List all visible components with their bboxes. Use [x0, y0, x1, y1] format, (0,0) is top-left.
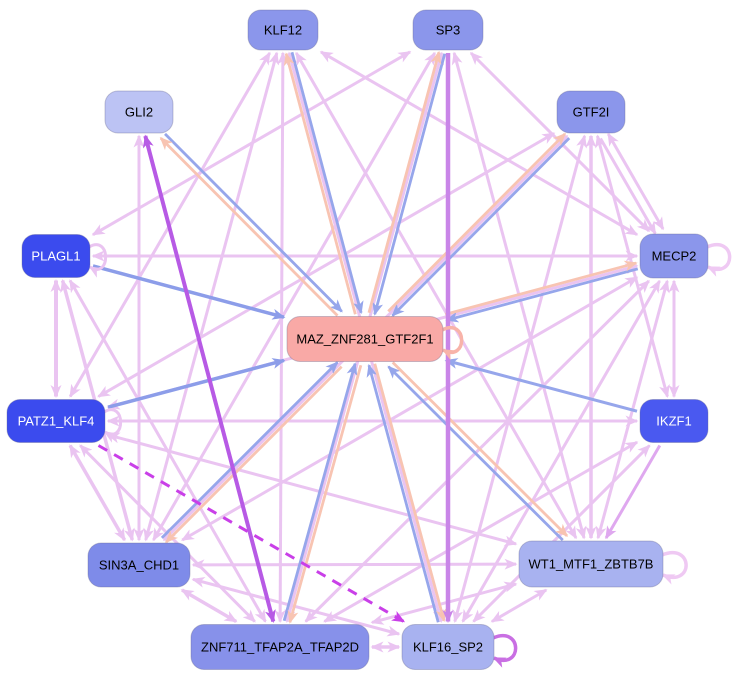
node-box-GLI2[interactable]: [104, 90, 174, 134]
node-GLI2[interactable]: GLI2: [104, 90, 174, 134]
edge-PATZ1_KLF4-KLF16_SP2: [97, 444, 406, 623]
self-loop-WT1: [661, 551, 688, 585]
node-label-ZNF711: ZNF711_TFAP2A_TFAP2D: [201, 640, 359, 655]
nodes-layer: KLF12 SP3 GLI2 GTF2I PLAGL1 MECP2 MAZ_ZNF281_G…: [6, 9, 709, 670]
node-IKZF1[interactable]: IKZF1: [639, 399, 709, 443]
node-label-MECP2: MECP2: [652, 249, 697, 264]
node-box-ZNF711[interactable]: [190, 624, 370, 670]
node-box-KLF16_SP2[interactable]: [401, 624, 495, 670]
node-MAZ[interactable]: MAZ_ZNF281_GTF2F1: [286, 316, 444, 362]
edge-PATZ1_KLF4-MAZ: [107, 358, 286, 409]
node-SP3[interactable]: SP3: [412, 9, 484, 51]
edge-SP3-MAZ: [372, 53, 447, 316]
edge-KLF16_SP2-IKZF1: [472, 444, 651, 623]
self-loops-layer: [88, 243, 732, 668]
self-loop-MAZ: [441, 326, 464, 361]
node-box-MAZ[interactable]: [286, 316, 444, 362]
edge-MAZ-MECP2: [444, 260, 638, 316]
node-MECP2[interactable]: MECP2: [639, 233, 709, 279]
edge-IKZF1-MAZ: [444, 358, 638, 413]
self-loop-PATZ1_KLF4: [103, 408, 123, 443]
node-SIN3A_CHD1[interactable]: SIN3A_CHD1: [87, 542, 191, 588]
node-label-SP3: SP3: [436, 23, 461, 38]
edge-GTF2I-MECP2: [606, 132, 665, 231]
edges-layer: [50, 50, 680, 653]
edge-MAZ-KLF12: [283, 52, 357, 315]
node-label-PLAGL1: PLAGL1: [31, 249, 80, 264]
edge-SIN3A_CHD1-SP3: [152, 51, 437, 542]
edge-MAZ-KLF16_SP2: [373, 363, 447, 623]
edge-MECP2-MAZ: [445, 267, 639, 323]
edge-GTF2I-MAZ: [391, 137, 571, 317]
edge-MAZ-GTF2I: [387, 132, 567, 313]
node-box-MECP2[interactable]: [639, 233, 709, 279]
edge-SIN3A_CHD1-MAZ: [160, 361, 339, 539]
edge-KLF16_SP2-WT1: [490, 588, 548, 623]
self-loop-KLF16_SP2: [492, 634, 518, 668]
node-GTF2I[interactable]: GTF2I: [556, 90, 626, 134]
edge-PATZ1_KLF4-SIN3A_CHD1: [68, 444, 127, 542]
node-box-WT1[interactable]: [518, 540, 664, 588]
node-label-KLF12: KLF12: [264, 23, 302, 38]
edge-SIN3A_CHD1-WT1: [191, 558, 518, 571]
node-label-KLF16_SP2: KLF16_SP2: [413, 640, 483, 655]
node-label-SIN3A_CHD1: SIN3A_CHD1: [99, 558, 179, 573]
node-KLF12[interactable]: KLF12: [247, 9, 319, 51]
edge-ZNF711-GLI2: [142, 134, 276, 623]
edge-ZNF711-KLF12: [274, 51, 289, 623]
node-KLF16_SP2[interactable]: KLF16_SP2: [401, 624, 495, 670]
node-label-WT1: WT1_MTF1_ZBTB7B: [529, 557, 654, 572]
edge-MAZ-SP3: [367, 50, 442, 314]
edge-ZNF711-MAZ: [282, 362, 358, 622]
node-box-IKZF1[interactable]: [639, 399, 709, 443]
node-box-KLF12[interactable]: [247, 9, 319, 51]
node-PATZ1_KLF4[interactable]: PATZ1_KLF4: [6, 399, 106, 443]
edge-MAZ-WT1: [391, 361, 569, 537]
edge-IKZF1-WT1: [604, 444, 662, 540]
node-box-GTF2I[interactable]: [556, 90, 626, 134]
node-label-GTF2I: GTF2I: [573, 105, 610, 120]
edge-WT1-MAZ: [387, 365, 564, 542]
node-PLAGL1[interactable]: PLAGL1: [21, 234, 91, 278]
node-ZNF711[interactable]: ZNF711_TFAP2A_TFAP2D: [190, 624, 370, 670]
node-box-PLAGL1[interactable]: [21, 234, 91, 278]
node-label-IKZF1: IKZF1: [656, 414, 691, 429]
edge-KLF12-MAZ: [290, 51, 364, 315]
node-label-MAZ: MAZ_ZNF281_GTF2F1: [296, 332, 433, 347]
edge-MAZ-ZNF711: [287, 364, 363, 624]
node-box-SP3[interactable]: [412, 9, 484, 51]
node-box-PATZ1_KLF4[interactable]: [6, 399, 106, 443]
self-loop-MECP2: [706, 243, 732, 277]
edge-KLF16_SP2-MAZ: [366, 363, 440, 623]
self-loop-PLAGL1: [88, 243, 108, 278]
node-label-PATZ1_KLF4: PATZ1_KLF4: [18, 414, 95, 429]
node-box-SIN3A_CHD1[interactable]: [87, 542, 191, 588]
node-label-GLI2: GLI2: [125, 105, 153, 120]
node-WT1[interactable]: WT1_MTF1_ZBTB7B: [518, 540, 664, 588]
